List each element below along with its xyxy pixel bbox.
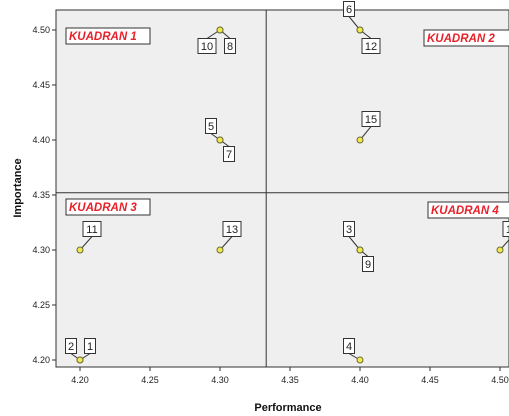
point-marker — [216, 26, 224, 34]
quadrant-label-4: KUADRAN 4 — [427, 201, 509, 219]
x-tick-label: 4.20 — [71, 375, 89, 385]
point-label-box — [361, 38, 381, 54]
point-marker — [216, 246, 224, 254]
quadrant-label-text: KUADRAN 1 — [69, 31, 137, 43]
point-label: 8 — [227, 41, 233, 53]
point-label: 13 — [226, 224, 238, 236]
point-label: 4 — [346, 341, 352, 353]
point-label-box — [222, 221, 242, 237]
quadrant-label-box — [427, 201, 509, 219]
x-tick-label: 4.25 — [141, 375, 159, 385]
point-label-box — [65, 338, 77, 354]
point-label: 2 — [68, 341, 74, 353]
plot-area — [55, 9, 509, 368]
data-point-9[interactable]: 9 — [356, 246, 374, 272]
point-label-box — [197, 38, 217, 54]
data-point-12[interactable]: 12 — [356, 26, 381, 54]
point-label: 11 — [86, 224, 97, 236]
y-tick-label: 4.35 — [32, 190, 50, 200]
point-label: 1 — [87, 341, 93, 353]
point-label: 15 — [365, 114, 377, 126]
point-marker — [216, 136, 224, 144]
point-marker — [356, 136, 364, 144]
y-tick-label: 4.25 — [32, 300, 50, 310]
data-point-10[interactable]: 10 — [197, 26, 224, 54]
quadrant-label-text: KUADRAN 2 — [427, 33, 495, 45]
quadrant-label-2: KUADRAN 2 — [423, 29, 509, 47]
point-label: 6 — [346, 4, 352, 16]
point-label-box — [223, 146, 235, 162]
x-axis-title: Performance — [254, 402, 321, 414]
point-label-box — [362, 256, 374, 272]
point-label: 12 — [365, 41, 377, 53]
point-label: 7 — [226, 149, 232, 161]
point-label-box — [502, 221, 509, 237]
x-tick-label: 4.35 — [281, 375, 299, 385]
point-label-box — [224, 38, 236, 54]
y-axis-title: Importance — [12, 158, 24, 217]
quadrant-label-3: KUADRAN 3 — [65, 198, 151, 216]
quadrant-label-box — [65, 198, 151, 216]
x-tick-label: 4.40 — [351, 375, 369, 385]
quadrant-label-text: KUADRAN 4 — [431, 205, 499, 217]
point-marker — [356, 356, 364, 364]
y-tick-label: 4.20 — [32, 355, 50, 365]
data-point-4[interactable]: 4 — [343, 338, 364, 364]
point-marker — [76, 356, 84, 364]
x-tick-label: 4.30 — [211, 375, 229, 385]
y-tick-label: 4.30 — [32, 245, 50, 255]
data-point-2[interactable]: 2 — [65, 338, 84, 364]
point-label-box — [343, 338, 355, 354]
x-tick-label: 4.50 — [491, 375, 509, 385]
quadrant-label-text: KUADRAN 3 — [69, 202, 137, 214]
point-marker — [76, 246, 84, 254]
point-marker — [356, 246, 364, 254]
quadrant-label-box — [423, 29, 509, 47]
data-point-7[interactable]: 7 — [216, 136, 235, 162]
point-marker — [496, 246, 504, 254]
quadrant-label-box — [65, 27, 151, 45]
point-label: 9 — [365, 259, 371, 271]
data-point-11[interactable]: 11 — [76, 221, 102, 254]
y-tick-label: 4.45 — [32, 80, 50, 90]
data-point-14[interactable]: 14 — [496, 221, 509, 254]
point-label: 5 — [208, 121, 214, 133]
point-label-box — [82, 221, 102, 237]
point-label: 14 — [506, 224, 509, 236]
data-point-15[interactable]: 15 — [356, 111, 381, 144]
quadrant-label-1: KUADRAN 1 — [65, 27, 151, 45]
point-label-box — [205, 118, 217, 134]
point-marker — [356, 26, 364, 34]
point-label-box — [343, 1, 355, 17]
point-label: 10 — [201, 41, 213, 53]
point-label: 3 — [346, 224, 352, 236]
y-tick-label: 4.40 — [32, 135, 50, 145]
y-tick-label: 4.50 — [32, 25, 50, 35]
x-tick-label: 4.45 — [421, 375, 439, 385]
point-label-box — [84, 338, 96, 354]
point-label-box — [343, 221, 355, 237]
point-label-box — [361, 111, 381, 127]
data-point-13[interactable]: 13 — [216, 221, 242, 254]
